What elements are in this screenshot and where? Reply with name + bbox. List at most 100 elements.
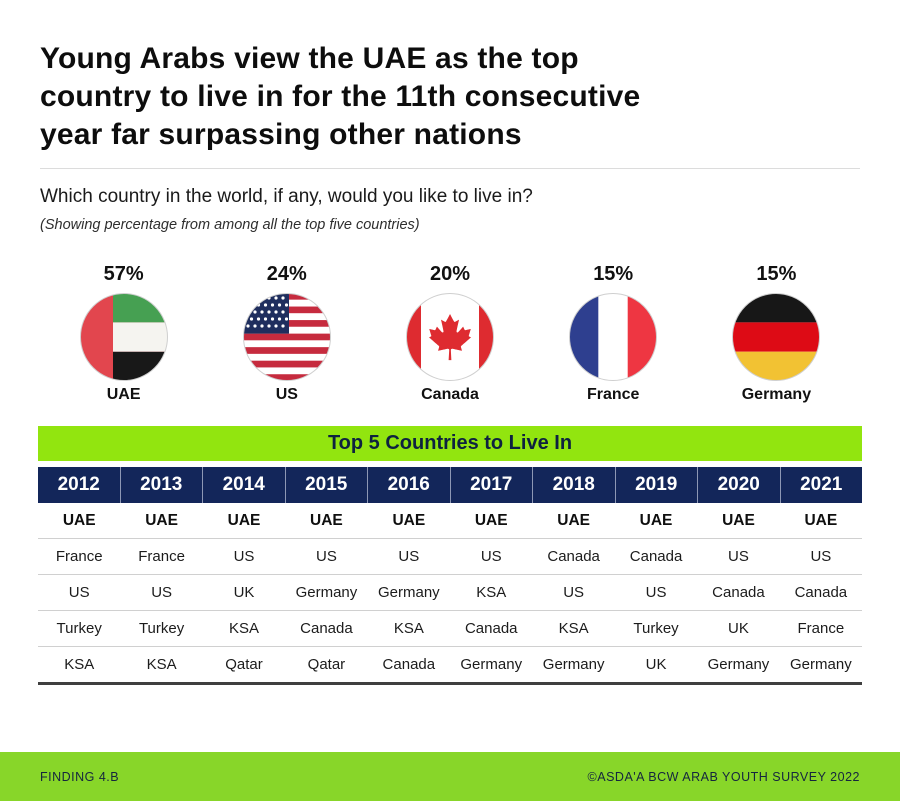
table-cell: KSA <box>146 656 177 673</box>
canada-flag-icon <box>406 293 494 381</box>
table-cell: Germany <box>790 656 852 673</box>
year-header-2017: 2017 <box>449 467 533 503</box>
page-title-line: year far surpassing other nations <box>40 118 522 151</box>
table-cell: UAE <box>639 511 673 529</box>
table-cell: Germany <box>542 656 605 673</box>
table-cell: US <box>810 548 832 565</box>
table-cell: Canada <box>300 620 353 637</box>
title-divider <box>40 168 860 169</box>
table-row: Turkey Turkey KSA Canada KSA Canada KSA Turkey U… <box>38 611 862 647</box>
table-cell: US <box>645 584 667 601</box>
table-cell: Canada <box>547 548 600 565</box>
us-flag-icon <box>242 293 331 381</box>
year-header-2018: 2018 <box>532 467 615 503</box>
page-title-line: country to live in for the 11th consecut… <box>40 80 641 113</box>
year-header-2014: 2014 <box>202 467 285 503</box>
table-cell: UK <box>645 656 667 673</box>
table-cell: UAE <box>557 511 590 529</box>
table-cell: UK <box>233 584 255 601</box>
table-cell: France <box>797 620 845 637</box>
table-cell: France <box>138 548 185 565</box>
table-cell: KSA <box>558 620 589 637</box>
percentage-value: 24% <box>266 263 307 285</box>
year-header-2020: 2020 <box>697 467 780 503</box>
table-row: US US UK Germany Germany KSA US US Canada Canada <box>38 575 862 611</box>
table-year-header-row: 2012 2013 2014 2015 2016 2017 2018 2019 2020 2021 <box>38 467 862 503</box>
table-cell: Canada <box>794 584 848 601</box>
table-cell: Germany <box>460 656 523 673</box>
country-item-us: 24% US <box>205 263 368 404</box>
france-flag-icon <box>569 293 658 381</box>
footer-copyright: ©ASDA'A BCW ARAB YOUTH SURVEY 2022 <box>587 769 860 784</box>
table-cell: UAE <box>722 511 755 529</box>
country-label: Germany <box>741 386 812 403</box>
table-row: KSA KSA Qatar Qatar Canada Germany Germany UK Ge… <box>38 647 862 685</box>
table-cell: UAE <box>474 511 508 529</box>
year-header-2015: 2015 <box>284 467 368 503</box>
country-label: France <box>586 386 640 403</box>
table-cell: Canada <box>712 584 765 601</box>
percentage-value: 57% <box>103 263 144 285</box>
footer-bar: FINDING 4.B ©ASDA'A BCW ARAB YOUTH SURVE… <box>0 752 900 801</box>
country-item-uae: 57% UAE <box>42 263 205 404</box>
table-cell: Canada <box>629 548 683 565</box>
table-cell: Canada <box>382 656 436 673</box>
table-cell: Germany <box>377 584 440 601</box>
country-item-canada: 20% Canada <box>368 263 531 404</box>
table-cell: US <box>233 548 255 565</box>
table-cell: KSA <box>64 656 95 673</box>
table-cell: Turkey <box>138 620 185 637</box>
country-label: UAE <box>106 386 141 403</box>
table-cell: France <box>55 548 103 565</box>
table-cell: UK <box>728 620 749 637</box>
year-header-2016: 2016 <box>367 467 450 503</box>
table-cell: Turkey <box>56 620 102 637</box>
table-cell: UAE <box>310 511 343 529</box>
country-item-france: 15% France <box>532 263 695 404</box>
germany-flag-icon <box>732 293 821 381</box>
table-cell: UAE <box>804 511 838 529</box>
top5-table: Top 5 Countries to Live In 2012 2013 2014 2… <box>38 426 862 685</box>
table-cell: US <box>398 548 420 565</box>
survey-subtitle: (Showing percentage from among all the t… <box>40 217 420 233</box>
table-cell: Canada <box>464 620 518 637</box>
table-cell: US <box>68 584 90 601</box>
country-label: US <box>275 386 298 403</box>
table-cell: UAE <box>227 511 261 529</box>
page-title-line: Young Arabs view the UAE as the top <box>40 42 579 75</box>
year-header-2021: 2021 <box>779 467 863 503</box>
survey-question: Which country in the world, if any, woul… <box>40 186 533 207</box>
table-cell: Germany <box>707 656 770 673</box>
table-cell: KSA <box>476 584 507 601</box>
table-cell: KSA <box>229 620 260 637</box>
percentage-value: 20% <box>429 263 471 285</box>
country-label: Canada <box>421 386 479 403</box>
table-cell: UAE <box>62 511 96 529</box>
table-body: UAE UAE UAE UAE UAE UAE UAE UAE UAE UAE France Fran… <box>38 503 862 685</box>
table-cell: US <box>151 584 173 601</box>
year-header-2012: 2012 <box>57 474 100 495</box>
table-cell: UAE <box>392 511 426 529</box>
percentage-value: 15% <box>593 263 634 285</box>
table-cell: UAE <box>145 511 178 529</box>
table-cell: Qatar <box>307 656 346 673</box>
table-cell: Germany <box>295 584 358 601</box>
uae-flag-icon <box>79 293 168 381</box>
table-cell: Turkey <box>633 620 679 637</box>
table-cell: Qatar <box>225 656 263 673</box>
table-cell: US <box>563 584 585 601</box>
footer-finding-label: FINDING 4.B <box>40 769 120 784</box>
table-cell: US <box>480 548 502 565</box>
year-header-2019: 2019 <box>614 467 698 503</box>
table-row: France France US US US US Canada Canada US US <box>38 539 862 575</box>
country-percentages-row: 57% UAE 24% US 20% Canada 15% France 15% Germany <box>40 263 860 404</box>
table-banner: Top 5 Countries to Live In <box>38 426 862 461</box>
table-cell: US <box>728 548 749 565</box>
page-title: Young Arabs view the UAE as the top count… <box>40 40 860 154</box>
table-cell: KSA <box>393 620 424 637</box>
percentage-value: 15% <box>756 263 797 285</box>
table-row: UAE UAE UAE UAE UAE UAE UAE UAE UAE UAE <box>38 503 862 539</box>
year-header-2013: 2013 <box>119 467 203 503</box>
table-cell: US <box>316 548 337 565</box>
country-item-germany: 15% Germany <box>695 263 858 404</box>
